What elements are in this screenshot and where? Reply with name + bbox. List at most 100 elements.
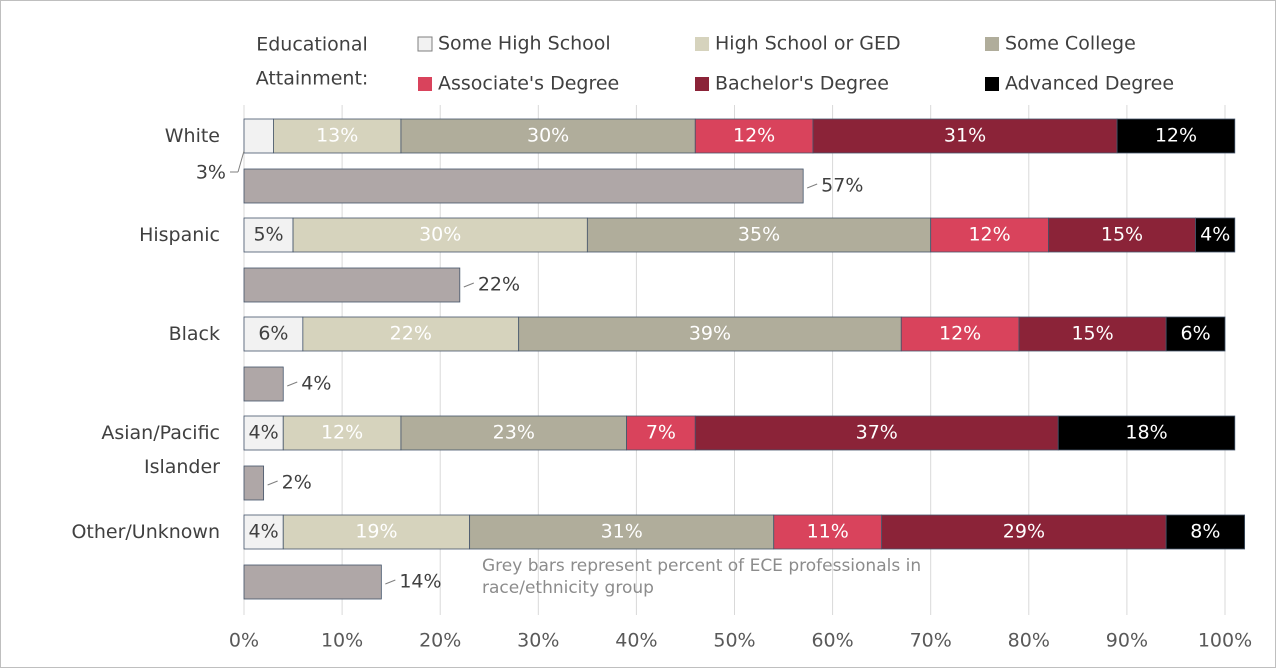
bar-segment: [626, 415, 696, 451]
x-tick-label: 60%: [811, 630, 853, 652]
value-label: 30%: [527, 125, 569, 147]
category-label-box: White: [164, 125, 220, 147]
value-label: 22%: [478, 274, 520, 296]
legend-label: Bachelor's Degree: [715, 73, 889, 95]
x-tick-label: 30%: [517, 630, 559, 652]
value-label: 7%: [646, 422, 676, 444]
x-tick-label: 70%: [910, 630, 952, 652]
bar-segment: [773, 514, 883, 550]
grey-bar: [243, 366, 284, 402]
value-label: 6%: [258, 323, 288, 345]
bar-segment: [930, 217, 1049, 253]
value-label: 2%: [282, 472, 312, 494]
bar-segment: [469, 514, 775, 550]
x-tick-label: 80%: [1008, 630, 1050, 652]
value-label: 19%: [355, 521, 397, 543]
value-label: 3%: [196, 162, 226, 184]
x-tick-label: 50%: [713, 630, 755, 652]
value-label: 18%: [1125, 422, 1167, 444]
category-label-box: Other/Unknown: [71, 521, 220, 543]
bar-segment: [302, 316, 520, 352]
value-label: 4%: [249, 521, 279, 543]
value-label: 30%: [419, 224, 461, 246]
legend-label: Advanced Degree: [1005, 73, 1174, 95]
bar-segment: [694, 118, 814, 154]
value-label: 4%: [301, 373, 331, 395]
value-label: 13%: [316, 125, 358, 147]
category-label: Black: [168, 323, 220, 345]
bar-segment: [586, 217, 932, 253]
category-label: White: [164, 125, 220, 147]
grey-bar: [243, 564, 382, 600]
grey-bar: [243, 465, 265, 501]
grey-bar: [243, 267, 461, 303]
value-label: 37%: [856, 422, 898, 444]
x-tick-label: 100%: [1198, 630, 1252, 652]
value-label: 12%: [1155, 125, 1197, 147]
bar-segment: [243, 316, 304, 352]
legend-swatch: [418, 77, 432, 91]
bar-segment: [881, 514, 1167, 550]
bar-segment: [243, 217, 294, 253]
bar-segment: [273, 118, 402, 154]
value-label: 57%: [821, 175, 863, 197]
legend-label: Some College: [1005, 33, 1136, 55]
category-label-box: Asian/Pacific Islander: [101, 422, 220, 478]
annotation: Grey bars represent percent of ECE profe…: [482, 556, 922, 598]
value-label: 31%: [601, 521, 643, 543]
value-label: 15%: [1071, 323, 1113, 345]
bar-segment: [1057, 415, 1236, 451]
leader-line: [463, 282, 475, 288]
value-label: 4%: [1200, 224, 1230, 246]
bar-segment: [282, 415, 402, 451]
category-label: Other/Unknown: [71, 521, 220, 543]
bar-segment: [1116, 118, 1236, 154]
leader-line: [806, 183, 818, 189]
value-label: 11%: [807, 521, 849, 543]
value-label: 22%: [390, 323, 432, 345]
x-tick-label: 0%: [229, 630, 259, 652]
bar-segment: [1018, 316, 1167, 352]
bar-segment: [1165, 316, 1226, 352]
value-label: 12%: [939, 323, 981, 345]
bar-segment: [292, 217, 588, 253]
legend-swatch: [695, 37, 709, 51]
value-label: 5%: [253, 224, 283, 246]
value-label: 8%: [1190, 521, 1220, 543]
x-tick-label: 20%: [419, 630, 461, 652]
legend-title: Educational: [256, 34, 368, 56]
grey-bar: [243, 168, 804, 204]
bar-segment: [400, 415, 627, 451]
annotation-box: Grey bars represent percent of ECE profe…: [482, 556, 922, 598]
leader-line: [267, 480, 278, 486]
legend-title: Attainment:: [256, 68, 369, 90]
category-label: Asian/Pacific Islander: [101, 422, 220, 478]
bar-segment: [243, 118, 274, 154]
bar-segment: [694, 415, 1059, 451]
value-label: 12%: [733, 125, 775, 147]
legend-label: Some High School: [438, 33, 611, 55]
bar-segment: [243, 415, 284, 451]
value-label: 15%: [1101, 224, 1143, 246]
legend-swatch: [985, 77, 999, 91]
legend-label: High School or GED: [715, 33, 901, 55]
value-label: 12%: [321, 422, 363, 444]
category-label: Hispanic: [139, 224, 220, 246]
value-label: 23%: [493, 422, 535, 444]
value-label: 6%: [1180, 323, 1210, 345]
category-label-box: Hispanic: [139, 224, 220, 246]
bar-segment: [518, 316, 902, 352]
bar-segment: [1165, 514, 1246, 550]
bar-segment: [1048, 217, 1196, 253]
bar-segment: [243, 514, 284, 550]
x-tick-label: 40%: [615, 630, 657, 652]
legend-swatch: [985, 37, 999, 51]
legend-swatch: [417, 36, 433, 52]
bar-segment: [400, 118, 696, 154]
value-label: 14%: [399, 571, 441, 593]
value-label: 35%: [738, 224, 780, 246]
x-tick-label: 10%: [321, 630, 363, 652]
legend-swatch: [695, 77, 709, 91]
bar-segment: [282, 514, 471, 550]
